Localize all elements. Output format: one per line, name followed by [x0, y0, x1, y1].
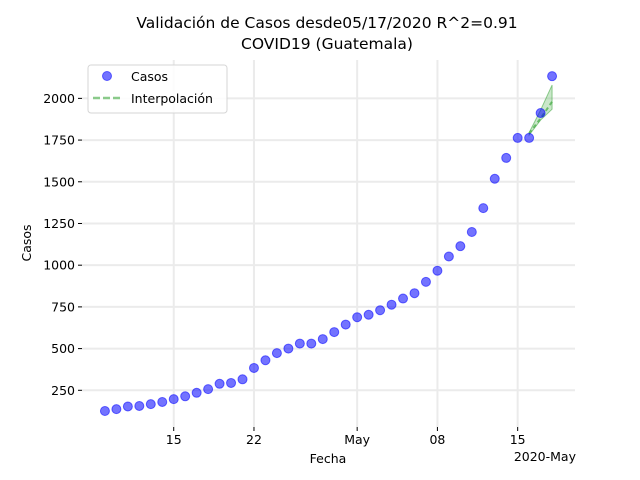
y-tick-label: 1750 — [43, 133, 75, 148]
x-tick-label: 08 — [429, 432, 445, 447]
data-point-casos — [226, 377, 237, 388]
data-point-casos — [329, 327, 340, 338]
x-tick-label: 15 — [510, 432, 526, 447]
y-tick-label: 2000 — [43, 91, 75, 106]
chart-title: Validación de Casos desde05/17/2020 R^2=… — [136, 14, 517, 32]
y-tick-label: 1000 — [43, 258, 75, 273]
data-point-casos — [294, 338, 305, 349]
x-tick-label: May — [344, 432, 370, 447]
data-point-casos — [455, 241, 466, 252]
data-point-casos — [203, 384, 214, 395]
legend: Casos Interpolación — [87, 64, 228, 114]
data-point-casos — [168, 394, 179, 405]
data-point-casos — [306, 338, 317, 349]
data-point-casos — [271, 348, 282, 359]
data-point-casos — [363, 309, 374, 320]
grid — [82, 60, 575, 427]
data-point-casos — [352, 312, 363, 323]
data-point-casos — [512, 132, 523, 143]
data-point-casos — [237, 374, 248, 385]
data-point-casos — [134, 400, 145, 411]
data-point-casos — [180, 391, 191, 402]
cases-points-layer — [99, 71, 558, 416]
data-point-casos — [375, 305, 386, 316]
x-axis-ticks: 15 22 May 08 15 — [166, 427, 526, 447]
y-axis-ticks: 250 500 750 1000 1250 1500 1750 2000 — [43, 91, 82, 398]
data-point-casos — [191, 387, 202, 398]
data-point-casos — [99, 405, 110, 416]
data-point-casos — [489, 173, 500, 184]
data-point-casos — [340, 319, 351, 330]
data-point-casos — [386, 299, 397, 310]
y-tick-label: 500 — [51, 341, 75, 356]
y-tick-label: 250 — [51, 383, 75, 398]
data-point-casos — [157, 396, 168, 407]
data-point-casos — [122, 401, 133, 412]
data-point-casos — [283, 343, 294, 354]
x-axis-offset-label: 2020-May — [514, 449, 577, 464]
legend-marker-casos — [102, 71, 112, 81]
y-tick-label: 1500 — [43, 174, 75, 189]
y-axis-label: Casos — [19, 224, 34, 261]
data-point-casos — [248, 362, 259, 373]
data-point-casos — [145, 399, 156, 410]
legend-label-casos: Casos — [131, 69, 168, 84]
x-tick-label: 15 — [166, 432, 182, 447]
data-point-casos — [466, 226, 477, 237]
chart-subtitle: COVID19 (Guatemala) — [241, 35, 413, 53]
data-point-casos — [432, 265, 443, 276]
data-point-casos — [214, 378, 225, 389]
data-point-casos — [501, 152, 512, 163]
data-point-casos — [260, 355, 271, 366]
data-point-casos — [409, 288, 420, 299]
data-point-casos — [420, 276, 431, 287]
legend-label-interpolacion: Interpolación — [131, 91, 213, 106]
data-point-casos — [398, 293, 409, 304]
x-tick-label: 22 — [246, 432, 262, 447]
data-point-casos — [535, 108, 546, 119]
data-point-casos — [547, 71, 558, 82]
data-point-casos — [443, 251, 454, 262]
y-tick-label: 1250 — [43, 216, 75, 231]
data-point-casos — [478, 203, 489, 214]
data-point-casos — [317, 334, 328, 345]
data-point-casos — [524, 132, 535, 143]
y-tick-label: 750 — [51, 299, 75, 314]
data-point-casos — [111, 404, 122, 415]
legend-box — [87, 64, 228, 114]
x-axis-label: Fecha — [310, 451, 347, 466]
